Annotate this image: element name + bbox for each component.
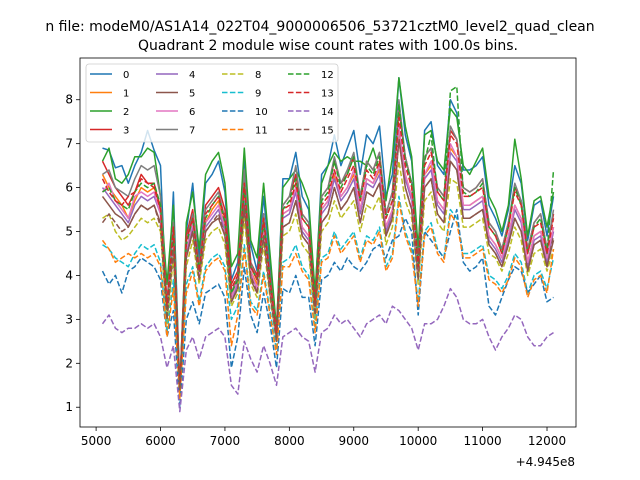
series-line-11 — [101, 200, 555, 400]
x-tick-label: 11000 — [464, 434, 502, 448]
legend-label-15: 15 — [321, 126, 334, 137]
legend-label-10: 10 — [255, 107, 268, 118]
legend-label-1: 1 — [123, 89, 129, 100]
legend-label-6: 6 — [189, 107, 195, 118]
x-tick-label: 10000 — [399, 434, 437, 448]
x-tick-label: 7000 — [210, 434, 241, 448]
legend-label-2: 2 — [123, 107, 129, 118]
y-tick-label: 7 — [65, 137, 73, 151]
axes-frame — [79, 57, 577, 428]
x-tick-label: 12000 — [528, 434, 566, 448]
y-tick-label: 4 — [65, 268, 73, 282]
y-tick-label: 6 — [65, 181, 73, 195]
series-line-14 — [101, 287, 554, 413]
chart-title: Quadrant 2 module wise count rates with … — [138, 38, 518, 54]
series-line-15 — [101, 138, 555, 391]
y-tick-label: 3 — [65, 312, 73, 326]
legend-label-11: 11 — [255, 126, 268, 137]
axes: 5000 6000 7000 8000 9000 10000 11000 1200012345… — [65, 57, 577, 448]
legend-label-7: 7 — [189, 126, 195, 137]
x-tick-label: 6000 — [145, 434, 176, 448]
x-tick-label: 8000 — [274, 434, 305, 448]
y-tick-label: 5 — [65, 225, 73, 239]
x-tick-label: 9000 — [338, 434, 369, 448]
series-line-13 — [101, 116, 555, 391]
series-lines — [101, 77, 555, 413]
legend-label-12: 12 — [321, 70, 334, 81]
series-line-10 — [101, 208, 554, 408]
x-offset-text: +4.945e8 — [516, 455, 575, 469]
legend-box — [85, 63, 339, 143]
y-tick-label: 2 — [65, 356, 73, 370]
y-tick-label: 8 — [65, 93, 73, 107]
x-tick-label: 5000 — [81, 434, 112, 448]
legend-label-4: 4 — [189, 70, 195, 81]
chart-suptitle: n file: modeM0/AS1A14_022T04_9000006506_… — [45, 19, 594, 35]
legend-label-9: 9 — [255, 89, 261, 100]
legend-label-13: 13 — [321, 89, 334, 100]
legend-label-3: 3 — [123, 126, 129, 137]
legend-label-5: 5 — [189, 89, 195, 100]
legend-label-14: 14 — [321, 107, 334, 118]
legend-label-8: 8 — [255, 70, 261, 81]
legend-label-0: 0 — [123, 70, 129, 81]
y-tick-label: 1 — [65, 400, 73, 414]
